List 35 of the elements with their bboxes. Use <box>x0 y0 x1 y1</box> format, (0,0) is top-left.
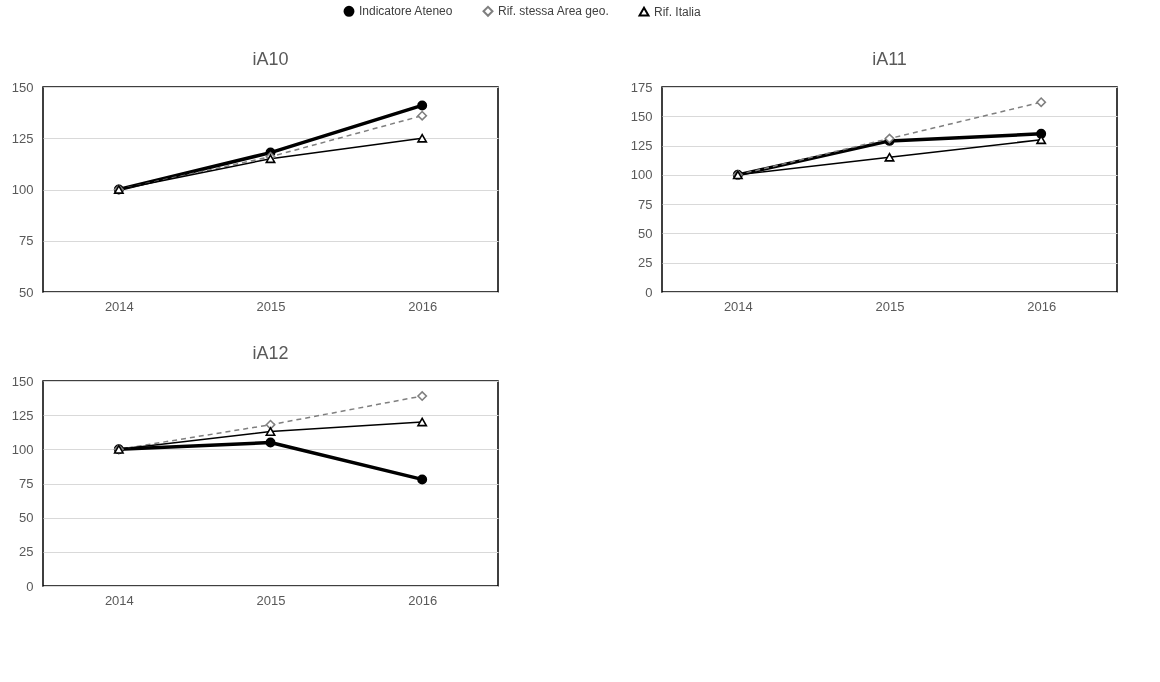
x-tick-label: 2014 <box>104 592 134 608</box>
legend-label: Rif. stessa Area geo. <box>498 4 609 19</box>
y-tick-label: 0 <box>26 578 34 594</box>
x-tick-label: 2014 <box>104 298 134 314</box>
y-tick-label: 75 <box>19 233 34 249</box>
chart-title: iA11 <box>872 49 907 69</box>
y-tick-label: 75 <box>19 476 34 491</box>
y-tick-label: 125 <box>11 130 34 146</box>
x-tick-label: 2016 <box>1027 298 1057 314</box>
x-tick-label: 2015 <box>875 298 905 314</box>
x-tick-label: 2015 <box>256 298 286 314</box>
y-tick-label: 150 <box>11 373 34 389</box>
legend-label: Indicatore Ateneo <box>359 4 453 19</box>
y-tick-label: 150 <box>630 108 653 124</box>
y-tick-label: 25 <box>19 544 34 560</box>
y-tick-label: 175 <box>630 79 653 95</box>
y-tick-label: 50 <box>638 225 653 241</box>
x-tick-label: 2015 <box>256 592 286 608</box>
x-tick-label: 2016 <box>408 298 438 314</box>
y-tick-label: 100 <box>11 441 34 457</box>
y-tick-label: 25 <box>638 255 653 271</box>
legend-label: Rif. Italia <box>654 4 702 19</box>
y-tick-label: 75 <box>638 196 653 212</box>
y-tick-label: 50 <box>19 510 34 526</box>
y-tick-label: 125 <box>630 138 653 154</box>
y-tick-label: 0 <box>645 284 653 300</box>
y-tick-label: 150 <box>11 79 34 95</box>
y-tick-label: 100 <box>630 167 653 183</box>
x-tick-label: 2016 <box>408 592 438 608</box>
y-tick-label: 50 <box>19 284 34 300</box>
y-tick-label: 100 <box>11 182 34 197</box>
x-tick-label: 2014 <box>723 298 753 314</box>
y-tick-label: 125 <box>11 407 34 423</box>
chart-title: iA10 <box>252 49 289 69</box>
chart-title: iA12 <box>252 343 289 363</box>
